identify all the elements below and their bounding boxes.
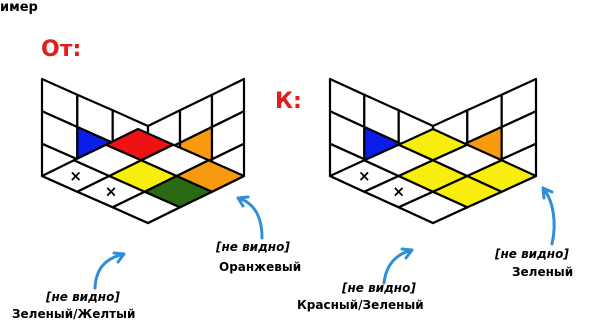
bottom-face-sticker-2-2 <box>466 159 538 193</box>
callout-to-green-color: Зеленый <box>512 265 573 279</box>
label-from: От: <box>41 37 81 62</box>
callout-from-orange-hidden: [не видно] <box>215 240 290 254</box>
callout-from-greenyellow-color: Зеленый/Желтый <box>12 307 135 321</box>
x-mark: × <box>392 183 405 201</box>
callout-to-redgreen-hidden: [не видно] <box>341 281 416 295</box>
arrow-to-redgreen <box>382 247 414 285</box>
header-title-fragment: имер <box>0 0 38 15</box>
callout-to-green-hidden: [не видно] <box>494 247 569 261</box>
callout-from-greenyellow-hidden: [не видно] <box>45 290 120 304</box>
cube-from: ×× <box>40 77 246 225</box>
label-to: К: <box>275 89 302 114</box>
arrow-from-orange <box>236 195 264 240</box>
bottom-face-sticker-2-2 <box>175 159 246 193</box>
callout-arrows <box>93 186 556 290</box>
arrow-to-green <box>541 186 556 246</box>
callout-from-orange-color: Оранжевый <box>219 260 301 274</box>
x-mark: × <box>105 183 118 201</box>
arrow-from-greenyellow <box>93 251 126 290</box>
cube-to: ×× <box>328 77 538 225</box>
callout-to-redgreen-color: Красный/Зеленый <box>297 298 424 312</box>
x-mark: × <box>358 167 371 185</box>
x-mark: × <box>69 167 82 185</box>
